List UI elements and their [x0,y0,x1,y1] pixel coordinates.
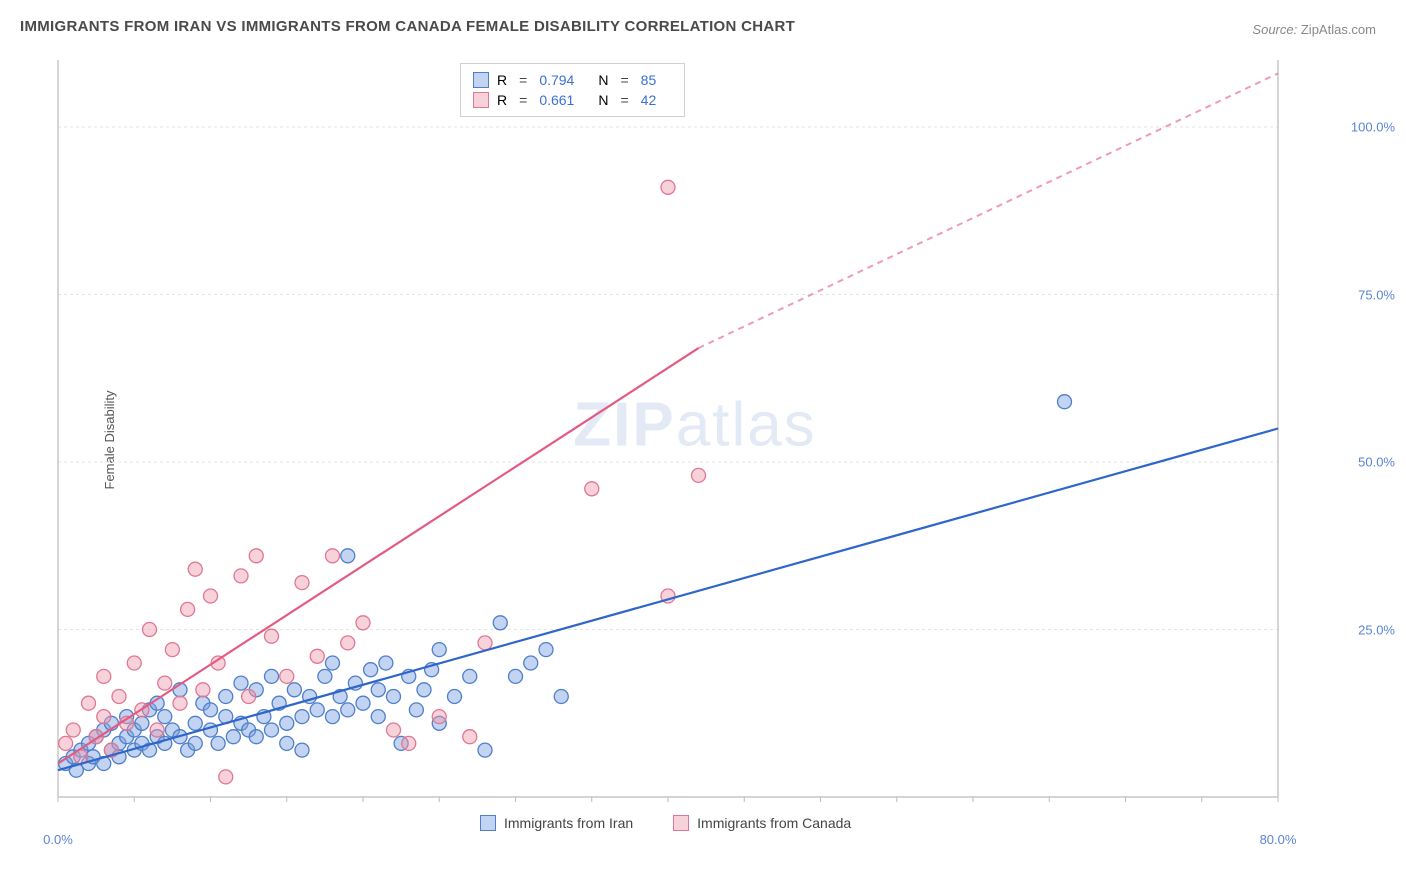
legend-r-value-iran: 0.794 [539,72,574,88]
legend-swatch-canada [473,92,489,108]
legend-item: Immigrants from Iran [480,815,633,831]
x-tick-label: 80.0% [1260,832,1297,847]
legend-n-label: N [598,92,608,108]
source-label: Source: [1252,22,1297,37]
plot-area: Female Disability ZIPatlas R = 0.794 N =… [50,55,1340,825]
y-tick-label: 75.0% [1358,287,1395,302]
legend-r-label: R [497,72,507,88]
chart-title: IMMIGRANTS FROM IRAN VS IMMIGRANTS FROM … [20,18,795,35]
legend-eq: = [519,92,527,108]
legend-n-label: N [598,72,608,88]
legend-swatch-iran [480,815,496,831]
x-tick-label: 0.0% [43,832,73,847]
legend-eq: = [620,72,628,88]
y-tick-label: 50.0% [1358,455,1395,470]
legend-swatch-canada [673,815,689,831]
legend-swatch-iran [473,72,489,88]
scatter-chart [50,55,1340,825]
legend-row: R = 0.661 N = 42 [473,90,672,110]
legend-label-canada: Immigrants from Canada [697,815,851,831]
y-tick-label: 100.0% [1351,120,1395,135]
legend-r-value-canada: 0.661 [539,92,574,108]
legend-r-label: R [497,92,507,108]
legend-row: R = 0.794 N = 85 [473,70,672,90]
legend-eq: = [620,92,628,108]
legend-label-iran: Immigrants from Iran [504,815,633,831]
legend-item: Immigrants from Canada [673,815,851,831]
source-attribution: Source: ZipAtlas.com [1252,22,1376,37]
series-legend: Immigrants from Iran Immigrants from Can… [480,815,851,831]
legend-n-value-canada: 42 [641,92,657,108]
legend-n-value-iran: 85 [641,72,657,88]
source-value: ZipAtlas.com [1301,22,1376,37]
y-tick-label: 25.0% [1358,622,1395,637]
correlation-legend: R = 0.794 N = 85 R = 0.661 N = 42 [460,63,685,117]
legend-eq: = [519,72,527,88]
